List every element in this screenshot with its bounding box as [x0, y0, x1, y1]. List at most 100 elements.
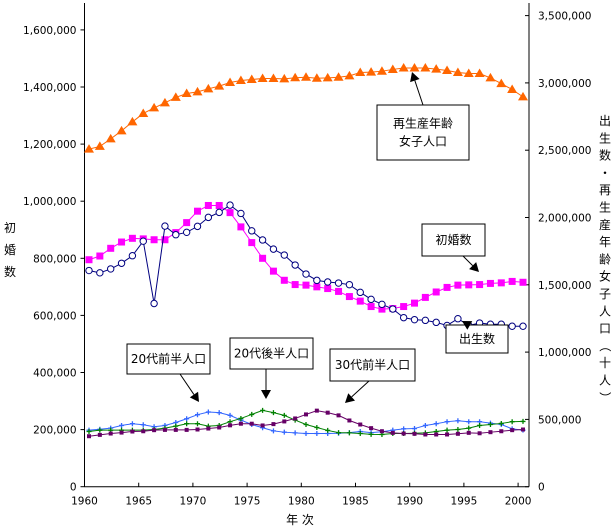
data-point-triangle	[387, 64, 398, 73]
data-point-plus	[325, 427, 331, 433]
annotation-callout: 20代前半人口	[126, 343, 211, 402]
data-point-plus	[216, 410, 222, 416]
annotation-arrow-line	[414, 80, 424, 106]
data-point-square	[237, 223, 245, 231]
data-point-square	[173, 427, 178, 432]
data-point-plus	[129, 421, 135, 427]
x-tick-label: 1980	[288, 496, 315, 508]
data-point-square	[215, 201, 223, 209]
data-point-circle	[215, 208, 223, 217]
data-point-square	[249, 421, 254, 426]
data-point-square	[519, 278, 527, 286]
data-point-triangle	[149, 102, 160, 112]
data-point-plus	[455, 418, 461, 424]
data-point-square	[369, 426, 374, 431]
series-line	[88, 204, 523, 327]
data-point-square	[107, 244, 115, 252]
x-tick-label: 1990	[396, 496, 423, 508]
data-point-square	[119, 430, 124, 435]
data-point-square	[228, 423, 233, 428]
data-point-square	[455, 431, 460, 436]
data-point-triangle	[116, 125, 127, 135]
data-point-plus	[270, 410, 276, 416]
data-point-square	[400, 303, 408, 311]
annotation-label: 出生数	[459, 331, 495, 346]
y-axis-title-right-char: 出	[599, 114, 611, 128]
data-point-square	[97, 432, 102, 437]
data-point-plus	[487, 422, 493, 428]
data-point-square	[238, 421, 243, 426]
y-axis-title-right-char: 再	[599, 183, 611, 197]
x-tick-label: 1965	[125, 496, 152, 508]
annotation-label: 再生産年齢	[393, 116, 453, 131]
data-point-plus	[346, 430, 352, 436]
data-point-square	[476, 281, 484, 289]
data-point-triangle	[94, 141, 105, 150]
data-point-square	[280, 276, 288, 284]
data-point-square	[423, 432, 428, 437]
annotation-label: 20代後半人口	[234, 347, 309, 361]
data-point-square	[521, 427, 525, 432]
data-point-circle	[378, 300, 386, 309]
data-point-circle	[356, 288, 364, 297]
data-point-plus	[195, 412, 200, 418]
data-point-circle	[182, 228, 191, 237]
data-point-circle	[334, 279, 343, 287]
data-point-square	[282, 419, 287, 424]
annotation-arrow-line	[462, 255, 473, 266]
data-point-plus	[314, 431, 320, 437]
data-point-triangle	[463, 68, 474, 77]
data-point-circle	[139, 237, 147, 245]
y-axis-title-right-char: ・	[599, 166, 611, 180]
data-point-plus	[336, 430, 342, 436]
axes: 0 200,000 400,000 600,000 800,000 1,000,000 1,…	[23, 3, 591, 508]
data-point-square	[184, 427, 189, 432]
data-point-circle	[150, 299, 158, 308]
data-point-triangle	[301, 72, 311, 81]
annotation-label: 20代前半人口	[131, 351, 206, 366]
data-point-triangle	[84, 144, 94, 153]
data-point-circle	[248, 227, 256, 235]
data-point-square	[194, 207, 201, 215]
annotation-box	[445, 324, 509, 354]
data-point-circle	[291, 261, 299, 269]
data-point-square	[204, 201, 212, 209]
data-point-circle	[432, 318, 440, 327]
data-point-plus	[281, 429, 287, 435]
data-point-square	[217, 425, 222, 430]
data-point-square	[488, 430, 493, 435]
y-tick-label-right: 500,000	[538, 414, 581, 426]
data-point-square	[248, 239, 256, 247]
data-point-circle	[313, 276, 321, 285]
y-axis-title-right-char: （	[598, 340, 612, 352]
data-point-circle	[399, 313, 408, 322]
y-tick-label-left: 200,000	[33, 425, 76, 437]
data-point-circle	[117, 259, 126, 267]
annotation-box	[376, 104, 470, 161]
data-point-square	[477, 431, 482, 436]
annotation-label: 初婚数	[435, 232, 471, 247]
data-point-square	[183, 219, 191, 227]
y-axis-title-right-char: 産	[599, 217, 611, 232]
y-axis-title-right-char: 口	[599, 322, 611, 336]
data-point-square	[259, 254, 267, 262]
data-point-square	[497, 279, 505, 287]
data-point-square	[85, 256, 93, 264]
x-tick-label: 1995	[451, 496, 478, 508]
y-axis-title-right-char: 女	[599, 269, 611, 284]
data-point-triangle	[474, 68, 485, 77]
data-point-triangle	[235, 75, 246, 84]
annotation-box	[126, 343, 211, 375]
data-point-square	[510, 428, 515, 433]
y-tick-label-left: 0	[70, 482, 77, 494]
data-point-triangle	[181, 88, 192, 98]
data-point-circle	[107, 265, 115, 273]
x-tick-label: 1975	[234, 496, 261, 508]
annotation-box	[229, 337, 314, 370]
data-point-plus	[140, 422, 146, 428]
annotation-label: 女子人口	[399, 134, 447, 149]
data-point-square	[128, 234, 136, 242]
data-point-plus	[86, 429, 92, 435]
y-axis-title-right-char: 十	[599, 356, 611, 370]
